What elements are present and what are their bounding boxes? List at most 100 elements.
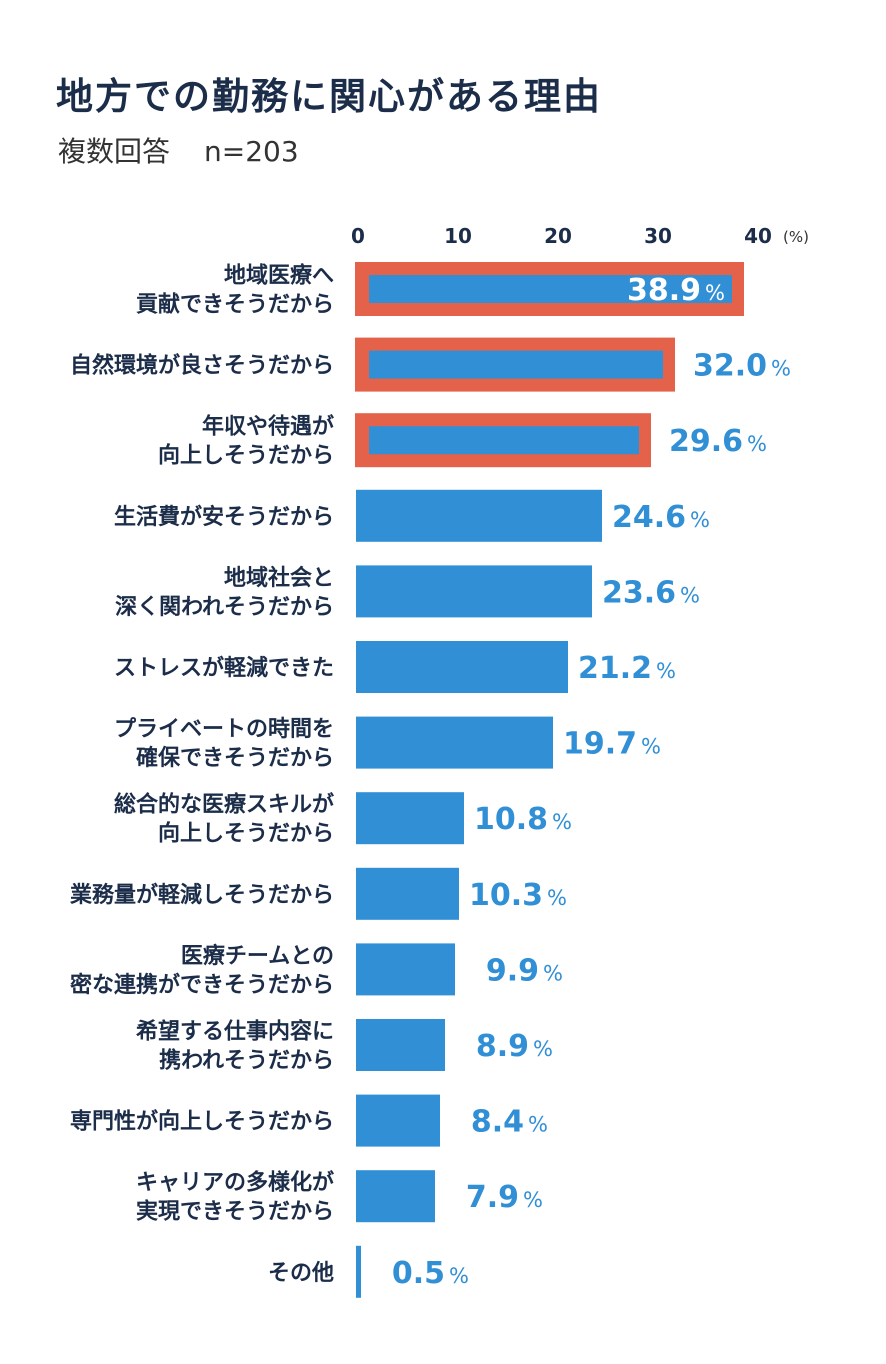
value-unit: % (771, 357, 791, 381)
value-label: 38.9% (627, 273, 725, 308)
chart-title: 地方での勤務に関心がある理由 (56, 75, 602, 118)
category-label: 希望する仕事内容に携われそうだから (136, 1019, 334, 1074)
chart-subtitle: 複数回答 n=203 (58, 130, 299, 170)
bar (356, 867, 459, 920)
sample-size: n=203 (204, 135, 299, 168)
bar (356, 1094, 440, 1147)
value-number: 7.9 (466, 1180, 519, 1215)
category-label-line: 密な連携ができそうだから (70, 972, 334, 998)
value-unit: % (690, 508, 710, 532)
category-label-line: キャリアの多様化が (136, 1170, 334, 1196)
category-label-line: 向上しそうだから (158, 821, 334, 847)
category-label-line: 貢献できそうだから (136, 292, 334, 318)
category-label: 専門性が向上しそうだから (70, 1109, 334, 1135)
category-label: 年収や待遇が向上しそうだから (158, 414, 334, 469)
category-label-line: 実現できそうだから (136, 1199, 334, 1225)
bar (356, 1245, 361, 1298)
category-label: 総合的な医療スキルが向上しそうだから (114, 792, 334, 847)
category-label-line: 自然環境が良さそうだから (70, 353, 334, 379)
value-label: 0.5% (392, 1256, 469, 1291)
category-label-line: 業務量が軽減しそうだから (70, 882, 334, 908)
value-label: 32.0% (693, 349, 791, 384)
category-label-line: 生活費が安そうだから (114, 504, 334, 530)
category-label-line: 総合的な医療スキルが (114, 792, 334, 818)
category-label-line: 地域医療へ (224, 263, 334, 289)
bar (356, 943, 455, 996)
subtitle-label: 複数回答 (58, 135, 171, 168)
category-label-line: その他 (268, 1261, 334, 1286)
bar (369, 275, 732, 303)
bar (356, 792, 464, 845)
value-unit: % (547, 886, 567, 910)
bar (369, 426, 639, 455)
value-unit: % (705, 281, 725, 305)
bar (356, 565, 592, 618)
value-label: 29.6% (669, 424, 767, 459)
category-label-line: 確保できそうだから (136, 745, 334, 771)
category-label: キャリアの多様化が実現できそうだから (136, 1170, 334, 1225)
category-label: 業務量が軽減しそうだから (70, 882, 334, 908)
value-label: 21.2% (578, 651, 676, 686)
value-number: 21.2 (578, 651, 652, 686)
category-label: その他 (268, 1261, 334, 1286)
value-unit: % (747, 432, 767, 456)
x-tick-label: 30 (644, 224, 672, 248)
bar (356, 641, 568, 693)
value-unit: % (523, 1188, 543, 1212)
value-unit: % (552, 810, 572, 834)
value-label: 23.6% (602, 575, 700, 610)
value-number: 29.6 (669, 424, 743, 459)
value-unit: % (543, 961, 563, 985)
x-axis-unit: (%) (783, 228, 809, 246)
category-label: 地域医療へ貢献できそうだから (136, 263, 334, 318)
value-number: 10.8 (474, 802, 548, 837)
value-number: 8.9 (476, 1029, 529, 1064)
value-label: 8.4% (471, 1105, 548, 1140)
value-number: 8.4 (471, 1105, 524, 1140)
x-tick-label: 10 (444, 224, 472, 248)
category-label-line: 専門性が向上しそうだから (70, 1109, 334, 1135)
value-number: 19.7 (563, 727, 637, 762)
category-label: 地域社会と深く関われそうだから (115, 565, 334, 620)
category-label: プライベートの時間を確保できそうだから (114, 717, 334, 771)
category-label: 自然環境が良さそうだから (70, 353, 334, 379)
category-label: 生活費が安そうだから (114, 504, 334, 530)
bar (369, 350, 663, 379)
value-number: 32.0 (693, 349, 767, 384)
value-unit: % (533, 1037, 553, 1061)
bar (356, 716, 553, 769)
category-label-line: 携われそうだから (159, 1048, 334, 1074)
value-label: 24.6% (612, 500, 710, 535)
value-label: 7.9% (466, 1180, 543, 1215)
x-tick-label: 40 (744, 224, 772, 248)
value-unit: % (528, 1113, 548, 1137)
category-label-line: 年収や待遇が (202, 414, 334, 440)
value-number: 9.9 (486, 953, 539, 988)
bar (356, 1019, 445, 1071)
value-number: 23.6 (602, 575, 676, 610)
value-number: 0.5 (392, 1256, 445, 1291)
category-label-line: 深く関われそうだから (115, 595, 334, 620)
x-tick-label: 0 (351, 224, 365, 248)
value-unit: % (680, 583, 700, 607)
bar (356, 1170, 435, 1223)
category-label-line: 医療チームとの (181, 943, 334, 969)
value-label: 9.9% (486, 953, 563, 988)
category-label-line: 向上しそうだから (158, 443, 334, 469)
category-label-line: 希望する仕事内容に (136, 1019, 334, 1045)
value-label: 19.7% (563, 727, 661, 762)
x-tick-label: 20 (544, 224, 572, 248)
value-label: 8.9% (476, 1029, 553, 1064)
category-label: 医療チームとの密な連携ができそうだから (70, 943, 334, 998)
category-label-line: プライベートの時間を (114, 717, 334, 742)
bar (356, 489, 602, 542)
category-label-line: ストレスが軽減できた (114, 655, 334, 681)
category-label-line: 地域社会と (224, 565, 334, 591)
value-label: 10.3% (469, 878, 567, 913)
value-number: 24.6 (612, 500, 686, 535)
value-unit: % (641, 735, 661, 759)
value-number: 38.9 (627, 273, 701, 308)
value-number: 10.3 (469, 878, 543, 913)
category-label: ストレスが軽減できた (114, 655, 334, 681)
